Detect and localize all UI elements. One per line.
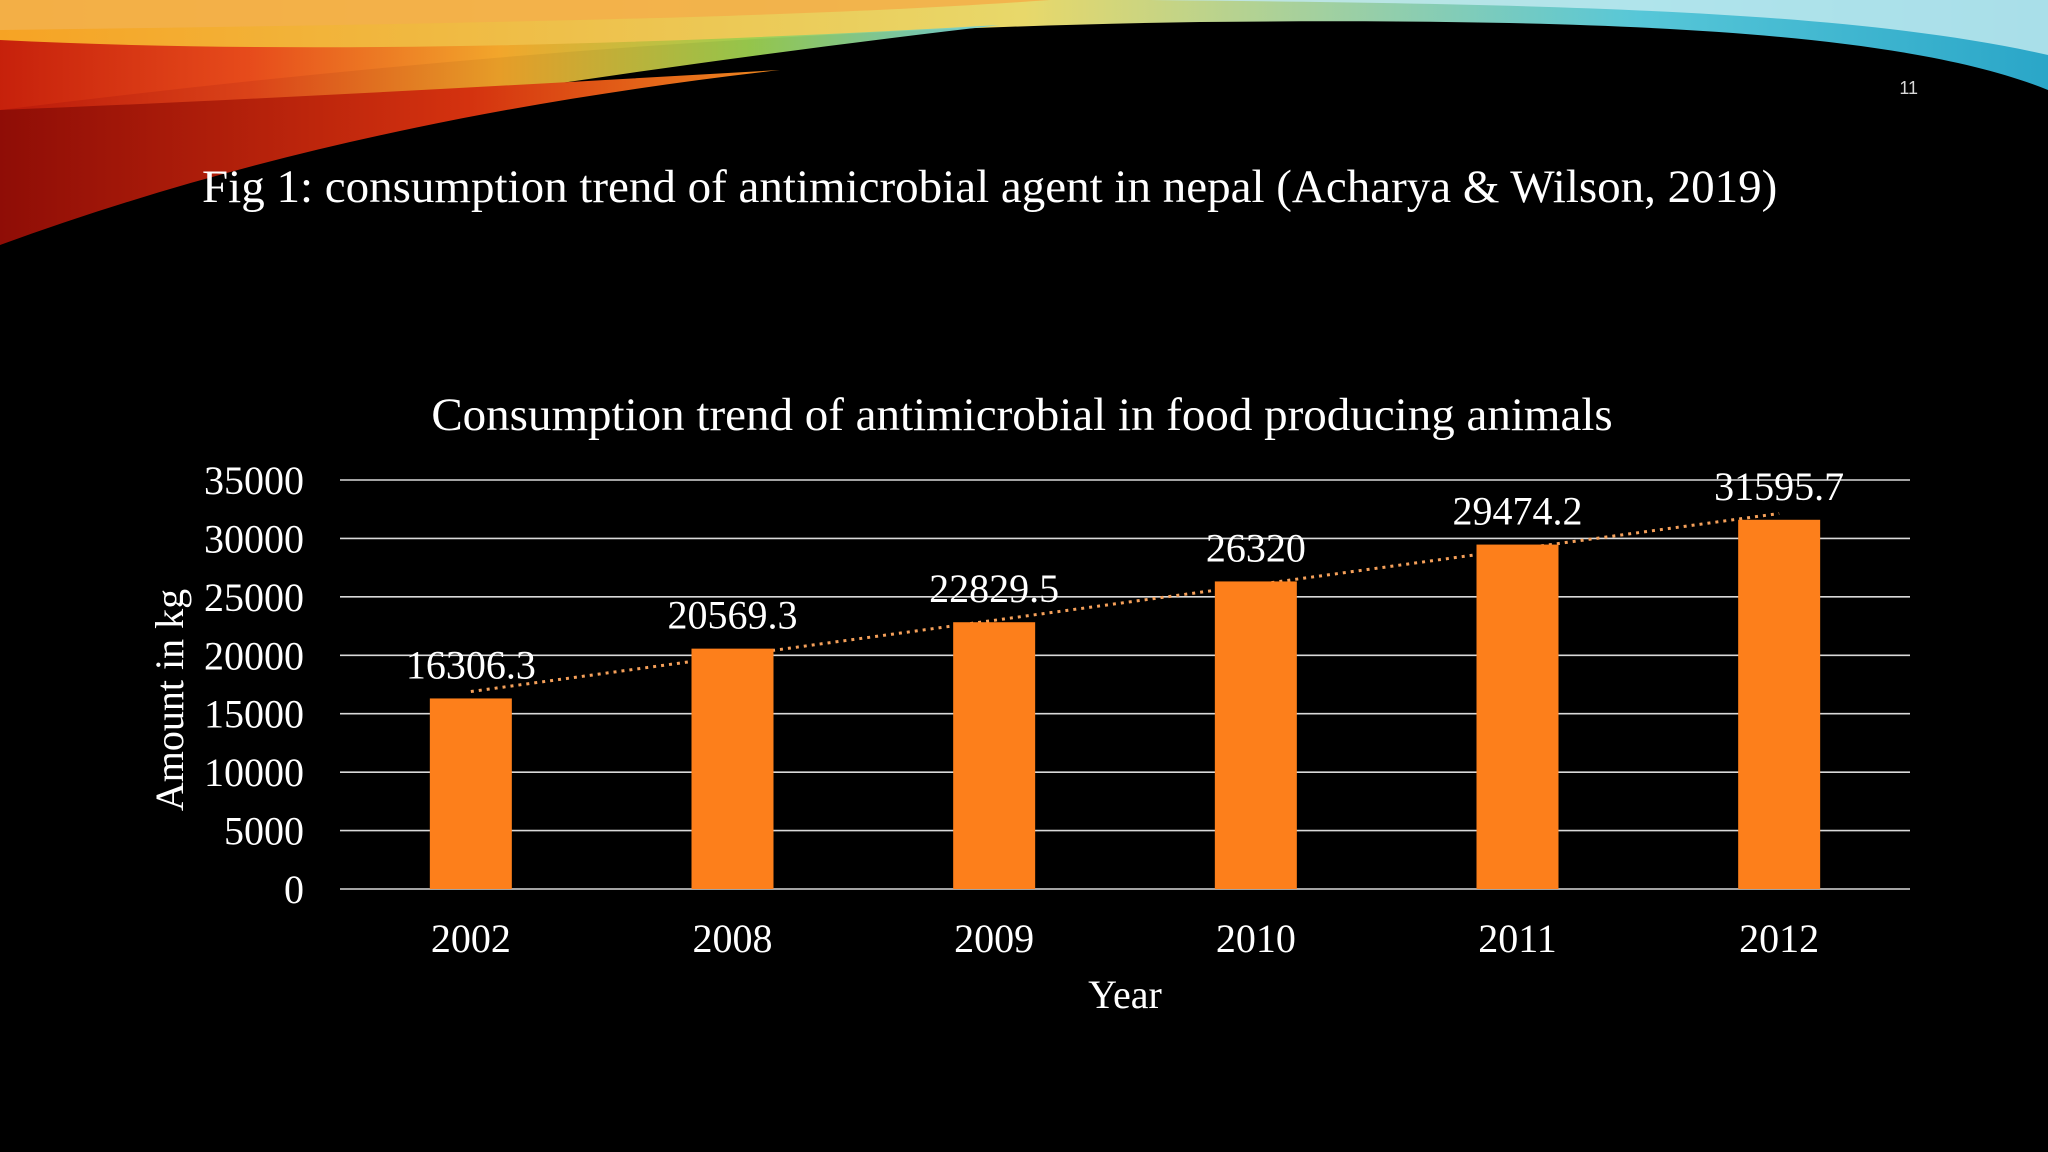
y-tick-label: 5000 [224, 809, 304, 854]
data-label: 26320 [1206, 525, 1306, 570]
bar-2008 [691, 648, 774, 889]
bar-2009 [953, 622, 1036, 889]
x-tick-label: 2011 [1478, 916, 1557, 961]
y-axis-label: Amount in kg [147, 589, 192, 811]
bar-2011 [1476, 544, 1559, 889]
x-tick-label: 2002 [431, 916, 511, 961]
y-tick-label: 35000 [204, 458, 304, 503]
data-label: 20569.3 [668, 593, 798, 638]
data-label: 16306.3 [406, 642, 536, 687]
data-label: 31595.7 [1714, 464, 1844, 509]
figure-caption: Fig 1: consumption trend of antimicrobia… [202, 161, 1778, 213]
x-axis-label: Year [1088, 972, 1162, 1017]
bar-2002 [429, 698, 512, 889]
chart-title: Consumption trend of antimicrobial in fo… [431, 389, 1612, 441]
y-tick-label: 25000 [204, 575, 304, 620]
data-label: 29474.2 [1453, 489, 1583, 534]
x-tick-label: 2008 [693, 916, 773, 961]
header-swoosh-decoration [0, 0, 2048, 245]
bar-2010 [1214, 581, 1297, 889]
bar-2012 [1738, 519, 1821, 889]
y-tick-label: 30000 [204, 516, 304, 561]
bars [429, 519, 1821, 889]
y-tick-label: 10000 [204, 750, 304, 795]
gridlines [340, 479, 1910, 890]
y-tick-label: 15000 [204, 692, 304, 737]
x-tick-label: 2009 [954, 916, 1034, 961]
x-tick-label: 2012 [1739, 916, 1819, 961]
y-tick-label: 0 [284, 867, 304, 912]
data-labels: 16306.3 20569.3 22829.5 26320 29474.2 31595.7 [406, 464, 1844, 688]
slide-number: 11 [1899, 78, 1918, 98]
x-tick-label: 2010 [1216, 916, 1296, 961]
y-axis-ticks: 0 5000 10000 15000 20000 25000 30000 35000 [204, 458, 304, 912]
x-axis-ticks: 2002 2008 2009 2010 2011 2012 [431, 916, 1819, 961]
y-tick-label: 20000 [204, 633, 304, 678]
data-label: 22829.5 [929, 566, 1059, 611]
